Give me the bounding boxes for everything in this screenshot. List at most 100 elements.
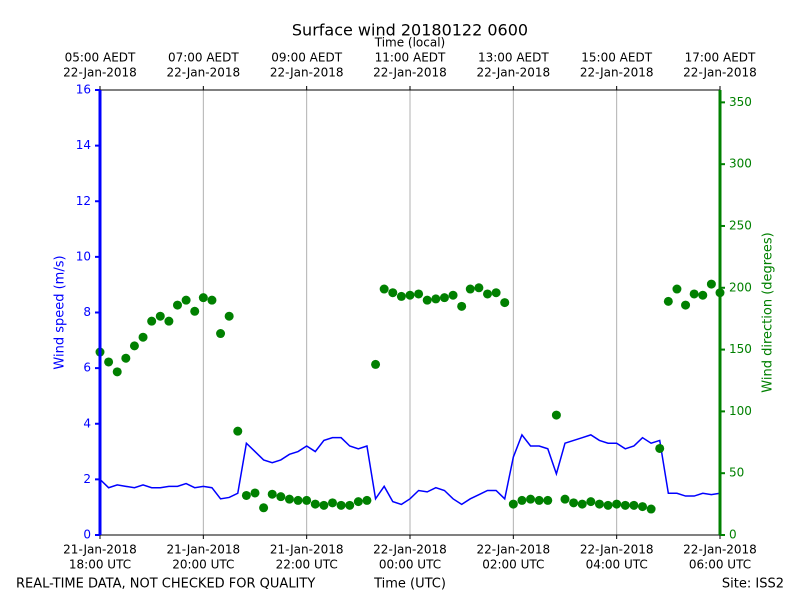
- y-tick-label: 6: [83, 361, 91, 375]
- x-tick-label: 21-Jan-2018: [63, 543, 137, 557]
- direction-point: [173, 300, 182, 310]
- x-axis-label: Time (UTC): [373, 577, 446, 592]
- direction-point: [586, 497, 596, 507]
- chart-title: Surface wind 20180122 0600: [292, 21, 528, 40]
- x-tick-label: 00:00 UTC: [379, 558, 441, 572]
- x2-tick-label: 17:00 AEDT: [685, 51, 756, 65]
- x2-tick-label: 13:00 AEDT: [478, 51, 549, 65]
- direction-point: [612, 499, 622, 509]
- x-tick-label: 22:00 UTC: [276, 558, 338, 572]
- direction-point: [474, 283, 484, 293]
- y2-tick-label: 0: [729, 528, 737, 542]
- y-tick-label: 8: [83, 305, 91, 319]
- direction-point: [129, 341, 139, 351]
- direction-point: [112, 367, 122, 377]
- x2-tick-label: 11:00 AEDT: [375, 51, 446, 65]
- x-tick-label: 02:00 UTC: [482, 558, 544, 572]
- x2-tick-label: 05:00 AEDT: [65, 51, 136, 65]
- y-tick-label: 2: [83, 472, 91, 486]
- x-tick-label: 22-Jan-2018: [580, 543, 654, 557]
- direction-point: [293, 495, 303, 505]
- y-tick-label: 0: [83, 528, 91, 542]
- direction-point: [345, 500, 355, 510]
- direction-point: [603, 500, 613, 510]
- y-tick-label: 12: [76, 194, 91, 208]
- direction-point: [276, 492, 286, 502]
- x2-tick-label: 09:00 AEDT: [271, 51, 342, 65]
- x-tick-label: 21-Jan-2018: [167, 543, 241, 557]
- direction-point: [147, 316, 157, 326]
- direction-point: [371, 359, 381, 369]
- direction-point: [526, 494, 536, 504]
- y-tick-label: 14: [76, 138, 91, 152]
- direction-point: [560, 494, 570, 504]
- direction-point: [336, 500, 346, 510]
- direction-point: [396, 291, 406, 301]
- y2-tick-label: 250: [729, 218, 752, 232]
- direction-point: [681, 300, 691, 310]
- x-tick-label: 20:00 UTC: [172, 558, 234, 572]
- direction-point: [379, 284, 389, 294]
- x-tick-label: 21-Jan-2018: [270, 543, 344, 557]
- x2-tick-label: 22-Jan-2018: [63, 66, 137, 80]
- direction-point: [698, 290, 708, 300]
- x2-tick-label: 22-Jan-2018: [683, 66, 757, 80]
- y2-axis-label: Wind direction (degrees): [761, 232, 776, 392]
- direction-point: [620, 500, 630, 510]
- y-tick-label: 16: [76, 83, 91, 97]
- x-tick-label: 22-Jan-2018: [477, 543, 551, 557]
- direction-point: [181, 295, 191, 305]
- y2-tick-label: 50: [729, 466, 744, 480]
- x-tick-label: 22-Jan-2018: [373, 543, 447, 557]
- direction-point: [388, 288, 398, 298]
- direction-point: [164, 316, 174, 326]
- direction-point: [190, 306, 200, 316]
- direction-point: [655, 443, 665, 453]
- x-tick-label: 06:00 UTC: [689, 558, 751, 572]
- x-tick-label: 04:00 UTC: [586, 558, 648, 572]
- direction-point: [663, 296, 673, 306]
- y-tick-label: 4: [83, 416, 91, 430]
- direction-point: [198, 293, 208, 303]
- direction-point: [319, 500, 329, 510]
- direction-point: [250, 488, 260, 498]
- x2-tick-label: 15:00 AEDT: [581, 51, 652, 65]
- direction-point: [284, 494, 294, 504]
- direction-point: [629, 500, 639, 510]
- direction-point: [646, 504, 656, 514]
- direction-point: [121, 353, 131, 363]
- direction-point: [207, 295, 217, 305]
- direction-point: [517, 495, 527, 505]
- direction-point: [241, 490, 251, 500]
- x-tick-label: 18:00 UTC: [69, 558, 131, 572]
- direction-point: [672, 284, 682, 294]
- direction-point: [259, 503, 269, 513]
- direction-point: [405, 290, 415, 300]
- direction-point: [594, 499, 604, 509]
- direction-point: [483, 289, 492, 299]
- direction-point: [706, 279, 716, 289]
- direction-point: [267, 489, 277, 499]
- direction-point: [500, 298, 510, 308]
- direction-point: [457, 301, 467, 311]
- direction-point: [543, 495, 553, 505]
- direction-point: [216, 329, 226, 339]
- direction-point: [138, 332, 148, 342]
- direction-point: [104, 357, 114, 367]
- direction-point: [491, 288, 501, 298]
- direction-point: [689, 289, 699, 299]
- direction-point: [224, 311, 234, 321]
- y2-tick-label: 350: [729, 95, 752, 109]
- direction-point: [362, 495, 372, 505]
- direction-point: [302, 495, 312, 505]
- direction-point: [551, 410, 561, 420]
- direction-point: [638, 502, 647, 512]
- y-axis-label: Wind speed (m/s): [53, 255, 68, 369]
- x2-tick-label: 22-Jan-2018: [167, 66, 241, 80]
- y2-tick-label: 150: [729, 342, 752, 356]
- x2-tick-label: 22-Jan-2018: [477, 66, 551, 80]
- direction-point: [508, 499, 518, 509]
- site-label: Site: ISS2: [722, 577, 784, 592]
- direction-point: [448, 290, 458, 300]
